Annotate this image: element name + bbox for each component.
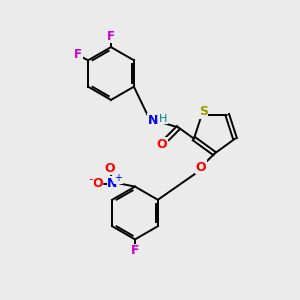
- Text: -: -: [89, 172, 93, 186]
- Text: N: N: [107, 177, 118, 190]
- Text: H: H: [159, 113, 168, 124]
- Text: O: O: [104, 161, 115, 175]
- Text: F: F: [107, 29, 115, 43]
- Text: O: O: [157, 137, 167, 151]
- Text: O: O: [196, 160, 206, 174]
- Text: F: F: [74, 48, 82, 61]
- Text: S: S: [199, 105, 208, 118]
- Text: N: N: [148, 113, 158, 127]
- Text: +: +: [115, 173, 122, 183]
- Text: O: O: [92, 177, 103, 190]
- Text: F: F: [131, 244, 139, 257]
